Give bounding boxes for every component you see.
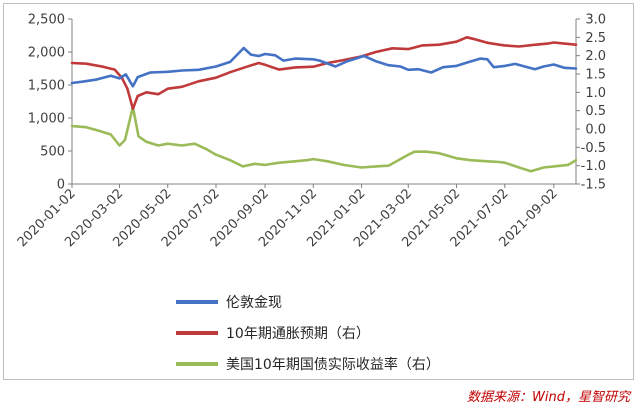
legend-swatch-gold — [176, 299, 218, 304]
y-right-tick-label: 0.0 — [585, 123, 606, 138]
legend-label-real-yield: 美国10年期国债实际收益率（右） — [226, 356, 440, 373]
y-left-tick-label: 1,000 — [28, 112, 65, 127]
y-right-tick-label: 2.0 — [585, 49, 606, 64]
legend-label-gold: 伦敦金现 — [226, 294, 282, 311]
legend-item: 伦敦金现 — [176, 286, 440, 317]
y-left-tick-label: 500 — [40, 145, 65, 160]
y-right-tick-label: 1.5 — [585, 68, 606, 83]
y-right-tick-label: -1.0 — [581, 159, 606, 174]
chart-frame: 0 500 1,000 1,500 2,000 2,500 -1.5 -1.0 -0.5 0.0 0… — [3, 3, 634, 380]
y-left-tick-label: 0 — [57, 178, 65, 193]
legend-swatch-inflation — [176, 330, 218, 335]
y-right-tick-label: 2.5 — [585, 31, 606, 46]
source-note: 数据来源：Wind，星智研究 — [467, 390, 630, 405]
series-line-real-yield — [70, 105, 578, 173]
y-right-tick-label: 1.0 — [585, 86, 606, 101]
y-right-tick-label: -0.5 — [581, 141, 606, 156]
legend-item: 美国10年期国债实际收益率（右） — [176, 348, 440, 379]
legend-label-inflation: 10年期通胀预期（右） — [226, 325, 370, 342]
series-line-inflation — [70, 35, 578, 111]
y-right-tick-label: 3.0 — [585, 13, 606, 28]
legend-swatch-real-yield — [176, 361, 218, 366]
y-right-tick-label: -1.5 — [581, 178, 606, 193]
y-left-tick-label: 2,000 — [28, 46, 65, 61]
legend: 伦敦金现 10年期通胀预期（右） 美国10年期国债实际收益率（右） — [176, 286, 440, 379]
legend-item: 10年期通胀预期（右） — [176, 317, 440, 348]
y-left-tick-label: 2,500 — [28, 13, 65, 28]
series-line-gold — [70, 46, 578, 88]
y-right-tick-label: 0.5 — [585, 104, 606, 119]
line-chart: 0 500 1,000 1,500 2,000 2,500 -1.5 -1.0 -0.5 0.0 0… — [15, 13, 606, 251]
y-left-tick-label: 1,500 — [28, 79, 65, 94]
